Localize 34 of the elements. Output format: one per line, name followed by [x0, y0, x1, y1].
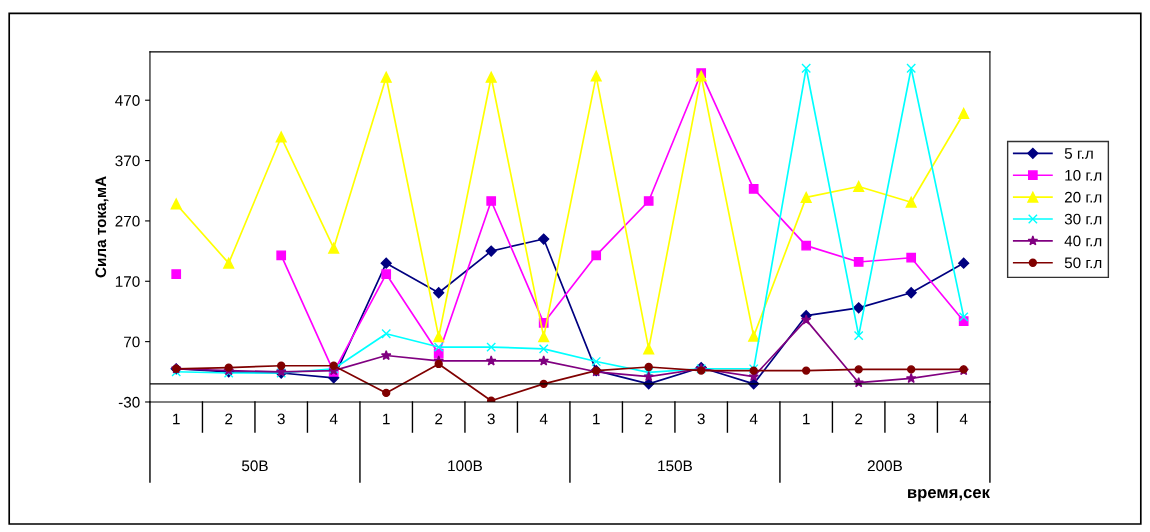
text: 150В	[658, 460, 692, 472]
y-tick-label: 270	[115, 215, 140, 227]
legend-label: 10 г.л	[1065, 169, 1102, 181]
text: 50В	[241, 460, 268, 472]
y-tick-label: 70	[124, 336, 140, 348]
legend-label: 50 г.л	[1064, 257, 1102, 269]
x-axis-title: время,сек	[908, 489, 990, 502]
legend-label: 40 г.л	[1064, 235, 1102, 247]
text: 100В	[448, 460, 482, 472]
x-tick-label: 4	[749, 413, 758, 425]
x-tick-label: 3	[487, 413, 495, 425]
x-tick-label: 2	[855, 413, 863, 425]
x-tick-label: 2	[645, 413, 653, 425]
x-tick-label: 3	[907, 413, 915, 425]
text: 200В	[867, 460, 902, 472]
x-tick-label: 4	[329, 413, 338, 425]
y-axis-title: Сила тока,мА	[95, 176, 109, 278]
legend-label: 30 г.л	[1064, 213, 1102, 225]
x-tick-label: 2	[435, 413, 443, 425]
y-tick-label: 170	[115, 276, 140, 287]
y-tick-label: 470	[115, 95, 140, 106]
x-tick-label: 3	[277, 413, 285, 425]
x-tick-label: 1	[173, 413, 180, 425]
x-tick-label: 2	[225, 413, 233, 425]
x-tick-label: 1	[803, 413, 810, 425]
x-tick-label: 1	[593, 413, 600, 425]
x-tick-label: 1	[383, 413, 390, 425]
x-tick-label: 4	[959, 413, 968, 425]
legend-label: 20 г.л	[1064, 191, 1102, 203]
x-tick-label: 3	[697, 413, 705, 425]
legend-label: 5 г.л	[1064, 148, 1093, 159]
y-tick-label: -30	[118, 396, 140, 408]
y-tick-label: 370	[115, 155, 140, 167]
x-tick-label: 4	[539, 413, 548, 425]
